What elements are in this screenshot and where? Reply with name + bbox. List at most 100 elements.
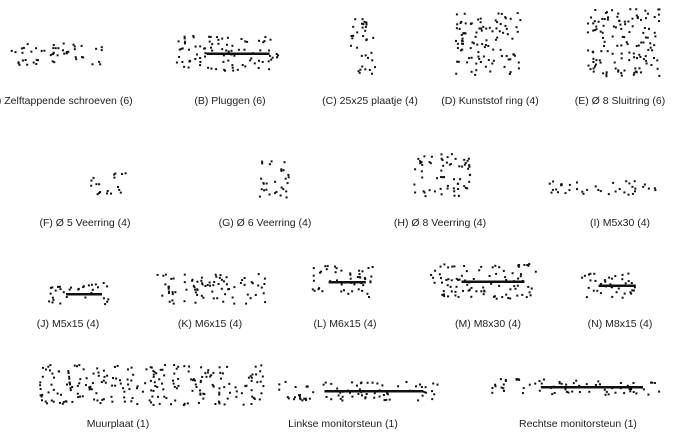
icon-shape xyxy=(210,46,212,49)
icon-shape xyxy=(230,49,233,52)
icon-shape xyxy=(364,278,367,281)
icon-shape xyxy=(491,62,494,65)
icon-shape xyxy=(620,72,623,75)
part-label: (H) Ø 8 Veerring (4) xyxy=(393,217,487,229)
icon-shape xyxy=(211,49,214,52)
icon-shape xyxy=(633,286,636,289)
icon-shape xyxy=(550,191,553,194)
icon-shape xyxy=(582,192,585,195)
icon-shape xyxy=(71,386,74,388)
icon-shape xyxy=(578,384,581,387)
icon-shape xyxy=(49,364,52,367)
icon-shape xyxy=(617,12,620,15)
icon-shape xyxy=(358,273,361,276)
icon-shape xyxy=(634,187,637,190)
icon-shape xyxy=(222,280,225,283)
icon-shape xyxy=(505,279,508,281)
icon-shape xyxy=(152,375,155,378)
icon-shape xyxy=(37,59,39,62)
icon-shape xyxy=(336,387,339,390)
icon-shape xyxy=(482,286,485,289)
icon-shape xyxy=(623,292,626,295)
icon-shape xyxy=(174,399,177,402)
icon-shape xyxy=(214,273,217,276)
icon-shape xyxy=(617,70,620,73)
icon-shape xyxy=(530,287,533,290)
icon-shape xyxy=(62,42,65,45)
icon-shape xyxy=(599,282,602,285)
icon-shape xyxy=(357,70,360,73)
icon-shape xyxy=(625,41,628,44)
icon-shape xyxy=(263,189,266,192)
icon-shape xyxy=(509,71,512,74)
icon-shape xyxy=(215,275,218,278)
icon-shape xyxy=(145,368,148,371)
icon-shape xyxy=(528,263,531,265)
icon-shape xyxy=(603,18,606,21)
icon-shape xyxy=(158,378,161,381)
icon-shape xyxy=(84,296,87,299)
icon-shape xyxy=(63,52,66,55)
icon-shape xyxy=(358,71,361,74)
icon-shape xyxy=(39,388,42,390)
icon-shape xyxy=(196,280,199,283)
part-label: (F) Ø 5 Veerring (4) xyxy=(39,217,131,229)
icon-shape xyxy=(635,71,638,74)
icon-shape xyxy=(516,294,519,297)
icon-shape xyxy=(209,375,212,378)
icon-shape xyxy=(611,52,614,55)
icon-shape xyxy=(57,285,59,288)
icon-shape xyxy=(631,185,634,188)
icon-shape xyxy=(474,73,477,76)
icon-shape xyxy=(517,67,520,70)
icon-shape xyxy=(540,382,543,385)
icon-shape xyxy=(456,23,459,26)
icon-shape xyxy=(159,368,162,371)
part-label: Muurplaat (1) xyxy=(86,418,150,430)
icon-shape xyxy=(592,22,595,25)
icon-shape xyxy=(459,22,462,24)
icon-shape xyxy=(495,27,498,30)
icon-shape xyxy=(114,172,117,175)
icon-shape xyxy=(249,375,252,378)
icon-shape xyxy=(183,40,186,43)
icon-shape xyxy=(255,373,258,376)
icon-shape xyxy=(111,400,114,403)
icon-shape xyxy=(194,288,197,291)
icon-shape xyxy=(509,58,512,61)
icon-shape xyxy=(258,398,261,401)
icon-shape xyxy=(457,60,460,63)
icon-shape xyxy=(209,36,212,38)
icon-shape xyxy=(645,17,647,20)
icon-shape xyxy=(367,56,369,59)
icon-shape xyxy=(221,37,224,40)
icon-shape xyxy=(236,68,239,71)
icon-shape xyxy=(191,389,194,392)
icon-shape xyxy=(581,190,584,193)
icon-shape xyxy=(156,386,159,388)
icon-shape xyxy=(627,280,630,283)
icon-shape xyxy=(455,277,458,280)
icon-shape xyxy=(50,399,53,402)
icon-shape xyxy=(168,300,171,303)
icon-shape xyxy=(525,296,528,299)
icon-shape xyxy=(521,293,524,296)
icon-shape xyxy=(92,372,95,375)
icon-shape xyxy=(44,400,47,403)
icon-shape xyxy=(458,278,461,281)
icon-shape xyxy=(112,377,114,379)
icon-shape xyxy=(517,61,520,64)
icon-shape xyxy=(26,63,29,66)
icon-shape xyxy=(73,364,76,367)
icon-shape xyxy=(349,277,352,280)
icon-shape xyxy=(463,12,466,15)
icon-shape xyxy=(605,73,608,76)
icon-shape xyxy=(657,13,660,16)
icon-shape xyxy=(616,15,619,18)
icon-shape xyxy=(528,383,531,386)
icon-shape xyxy=(218,366,221,369)
icon-shape xyxy=(107,298,110,301)
icon-shape xyxy=(167,286,170,289)
icon-shape xyxy=(597,189,600,191)
